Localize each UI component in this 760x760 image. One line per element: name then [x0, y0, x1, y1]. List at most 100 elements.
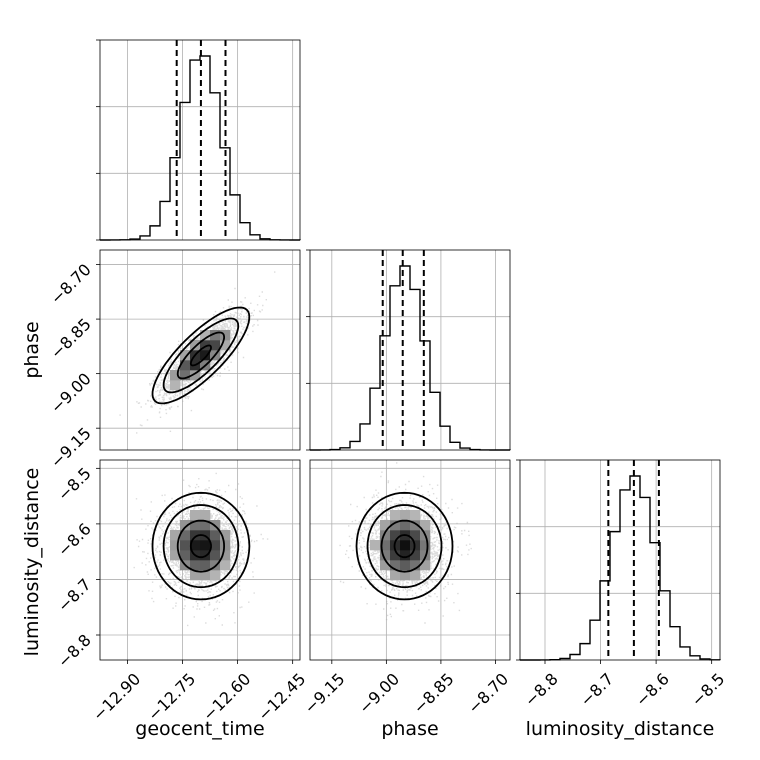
hist-panel-0 [96, 39, 301, 241]
density-cell [190, 340, 201, 351]
contour-2-1-2 [366, 504, 443, 589]
xtick-label-2-3: −8.5 [688, 669, 729, 710]
density-cell [180, 350, 191, 361]
xtick-label-1-2: −8.85 [410, 669, 458, 717]
xtick-label-2-1: −8.7 [576, 669, 617, 710]
contour-1-0-1 [176, 331, 225, 380]
density-cell [180, 360, 191, 371]
histogram-2 [519, 475, 721, 661]
density-panel-2-1 [309, 459, 511, 661]
contour-1-0-3 [151, 306, 251, 405]
contour-2-0-0 [189, 534, 212, 559]
density-cell [180, 550, 191, 561]
xtick-label-0-3: −12.45 [254, 669, 309, 724]
panel-frame-2-0 [99, 459, 301, 661]
density-cell [210, 570, 221, 581]
density-cell [220, 540, 231, 551]
density-cell [410, 570, 421, 581]
density-cell [170, 530, 181, 541]
density-cell [170, 550, 181, 561]
ytick-label-1-0: −9.15 [47, 424, 95, 472]
xtick-label-1-1: −9.00 [355, 669, 403, 717]
density-cell [410, 510, 421, 521]
density-cell [390, 530, 401, 541]
contour-2-1-3 [355, 491, 454, 601]
density-cell [220, 330, 231, 341]
density-cell [380, 520, 391, 531]
panel-frame-1-0 [99, 249, 301, 451]
density-cell [220, 550, 231, 561]
hist-frame-1 [309, 249, 511, 451]
density-cell [200, 340, 211, 351]
density-cell [190, 530, 201, 541]
density-cell [420, 540, 431, 551]
density-cell [200, 540, 211, 551]
density-cell [170, 380, 181, 391]
panels-layer: −12.90 −12.75 −12.60 −12.45−9.15 −9.00 −8.85−… [47, 39, 729, 725]
hist-panel-1 [306, 249, 511, 451]
density-cell [370, 540, 381, 551]
ytick-label-2-0: −8.8 [54, 630, 95, 671]
y-axis-label-0: phase [21, 321, 43, 378]
x-axis-label-0: geocent_time [135, 718, 264, 740]
hist-frame-2 [519, 459, 721, 661]
contour-2-1-1 [380, 519, 429, 573]
density-cell [400, 570, 411, 581]
density-cell [210, 330, 221, 341]
hist-frame-0 [99, 39, 301, 241]
ytick-label-1-2: −8.85 [47, 314, 95, 362]
density-cell [210, 540, 221, 551]
contour-2-0-1 [176, 519, 226, 573]
density-cell [170, 370, 181, 381]
density-cell [420, 520, 431, 531]
density-cell [200, 520, 211, 531]
x-axis-label-2: luminosity_distance [526, 718, 715, 740]
xtick-label-2-0: −8.8 [521, 669, 562, 710]
density-cell [380, 530, 391, 541]
xtick-label-0-0: −12.90 [89, 669, 144, 724]
density-cell [390, 570, 401, 581]
xtick-label-2-2: −8.6 [632, 669, 673, 710]
xtick-label-1-3: −8.70 [464, 669, 512, 717]
ytick-label-1-1: −9.00 [47, 369, 95, 417]
density-cell [410, 550, 421, 561]
density-cell [180, 370, 191, 381]
density-cell [380, 540, 391, 551]
density-cell [390, 510, 401, 521]
density-panel-2-0 [99, 459, 301, 661]
density-cell [180, 540, 191, 551]
density-cell [190, 370, 201, 381]
density-cell [380, 560, 391, 571]
density-cell [220, 340, 231, 351]
hist-panel-2 [516, 459, 721, 661]
density-cell [400, 510, 411, 521]
ytick-label-2-2: −8.6 [54, 519, 95, 560]
density-cell [400, 550, 411, 561]
density-cell [170, 540, 181, 551]
panel-frame-2-1 [309, 459, 511, 661]
density-cell [180, 520, 191, 531]
density-cell [410, 560, 421, 571]
density-cell [210, 530, 221, 541]
contour-2-0-3 [151, 491, 251, 601]
density-cell [200, 560, 211, 571]
density-cell [390, 560, 401, 571]
density-cell [410, 530, 421, 541]
density-cell [220, 560, 231, 571]
density-cell [380, 550, 391, 561]
density-cell [220, 530, 231, 541]
density-cell [200, 570, 211, 581]
contour-2-0-2 [162, 504, 240, 589]
density-cell [200, 550, 211, 561]
density-cell [410, 520, 421, 531]
density-cell [190, 570, 201, 581]
ytick-label-2-1: −8.7 [54, 575, 95, 616]
density-cell [190, 510, 201, 521]
density-cell [400, 560, 411, 571]
y-axis-label-1: luminosity_distance [21, 468, 43, 657]
xtick-label-1-0: −9.15 [300, 669, 348, 717]
density-cell [190, 540, 201, 551]
density-cell [210, 550, 221, 561]
density-cell [190, 560, 201, 571]
